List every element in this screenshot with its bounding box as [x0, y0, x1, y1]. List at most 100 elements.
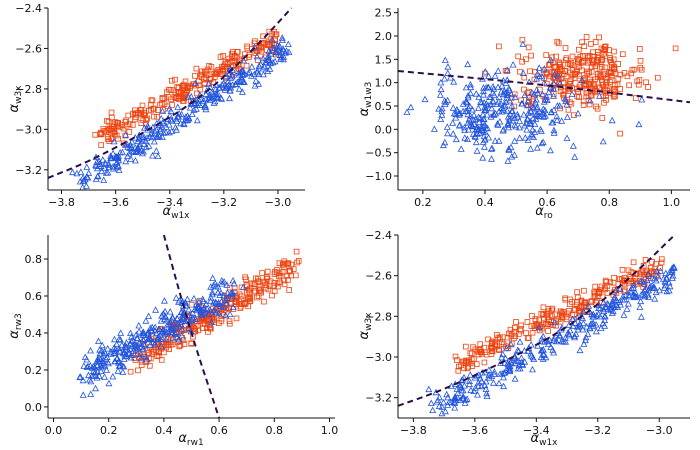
data-point-square [650, 268, 657, 275]
data-point-triangle [490, 368, 498, 375]
data-point-triangle [103, 366, 111, 373]
data-point-triangle [140, 331, 148, 338]
panel-top-right: αro αw1w3 0.2 0.4 0.6 0.8 1.0 −1.0 −0.5 0.0 0.5 1… [357, 7, 691, 221]
data-point-triangle [135, 321, 143, 329]
data-point-triangle [636, 303, 644, 310]
data-point-triangle [442, 98, 450, 105]
data-point-triangle [455, 109, 463, 116]
data-point-square [272, 37, 278, 44]
data-point-triangle [124, 152, 131, 159]
y-tick-label: 0.0 [25, 401, 43, 414]
data-point-square [617, 130, 623, 137]
data-point-triangle [561, 95, 569, 102]
data-point-square [528, 52, 534, 59]
data-point-triangle [156, 125, 164, 132]
data-point-square [553, 64, 559, 70]
data-point-triangle [580, 308, 588, 315]
x-tick-label: 1.0 [321, 424, 339, 437]
data-point-square [655, 74, 661, 81]
data-point-triangle [467, 386, 475, 394]
data-point-triangle [264, 67, 272, 75]
data-point-triangle [478, 369, 486, 376]
data-point-triangle [159, 119, 167, 126]
data-point-triangle [244, 69, 252, 76]
data-point-triangle [651, 284, 659, 291]
data-point-triangle [550, 126, 558, 134]
data-point-triangle [481, 136, 489, 143]
data-point-square [525, 335, 532, 341]
data-point-triangle [215, 298, 223, 306]
data-point-triangle [466, 380, 473, 388]
data-point-triangle [194, 99, 202, 106]
data-point-square [247, 294, 254, 301]
data-point-triangle [178, 331, 186, 339]
data-point-triangle [475, 93, 483, 100]
data-point-triangle [255, 70, 263, 77]
data-point-triangle [436, 91, 444, 98]
data-point-triangle [438, 403, 446, 410]
data-point-square [461, 365, 467, 371]
data-point-triangle [485, 133, 493, 141]
data-point-square [192, 73, 198, 79]
data-point-triangle [529, 365, 536, 373]
data-point-square [565, 107, 572, 113]
y-tick-label: −3.0 [15, 123, 42, 136]
data-point-triangle [479, 127, 487, 135]
data-point-triangle [506, 367, 514, 375]
data-point-square [125, 112, 132, 119]
data-point-triangle [227, 74, 235, 81]
x-tick-label: 0.8 [266, 424, 284, 437]
data-point-square [607, 279, 614, 285]
panel-top-left-series-squares [92, 28, 282, 148]
data-point-triangle [184, 116, 192, 123]
data-point-triangle [83, 163, 91, 170]
data-point-triangle [512, 122, 520, 130]
data-point-triangle [481, 68, 489, 75]
data-point-triangle [77, 373, 84, 380]
data-point-triangle [272, 48, 280, 56]
data-point-square [554, 38, 560, 45]
data-point-triangle [80, 177, 88, 184]
data-point-triangle [114, 367, 122, 374]
x-tick-label: −3.2 [210, 196, 237, 209]
data-point-triangle [466, 102, 474, 110]
data-point-triangle [662, 269, 670, 277]
data-point-triangle [449, 104, 457, 111]
data-point-square [236, 291, 243, 298]
data-point-triangle [226, 310, 234, 317]
data-point-triangle [551, 318, 559, 326]
data-point-square [199, 68, 205, 75]
data-point-square [168, 77, 175, 84]
data-point-triangle [95, 157, 103, 165]
data-point-triangle [657, 267, 664, 274]
data-point-triangle [206, 96, 214, 103]
data-point-triangle [232, 80, 240, 87]
data-point-square [610, 56, 617, 63]
data-point-triangle [596, 92, 603, 99]
data-point-triangle [447, 382, 455, 389]
data-point-square [615, 61, 621, 67]
data-point-triangle [499, 350, 507, 357]
data-point-triangle [85, 169, 93, 176]
data-point-triangle [435, 393, 443, 401]
data-point-triangle [489, 98, 497, 105]
data-point-triangle [185, 305, 193, 313]
data-point-triangle [610, 294, 618, 302]
data-point-square [281, 258, 288, 265]
data-point-triangle [118, 341, 126, 348]
data-point-triangle [151, 340, 159, 347]
data-point-square [281, 277, 287, 284]
data-point-square [155, 352, 162, 359]
data-point-triangle [463, 107, 471, 115]
data-point-triangle [84, 174, 92, 181]
data-point-triangle [626, 287, 634, 294]
data-point-triangle [146, 341, 154, 348]
data-point-triangle [229, 290, 237, 298]
data-point-triangle [112, 152, 120, 160]
data-point-triangle [451, 404, 459, 411]
data-point-triangle [123, 140, 131, 147]
data-point-triangle [91, 368, 99, 375]
data-point-triangle [495, 379, 503, 387]
data-point-square [222, 59, 229, 65]
data-point-square [645, 84, 651, 90]
